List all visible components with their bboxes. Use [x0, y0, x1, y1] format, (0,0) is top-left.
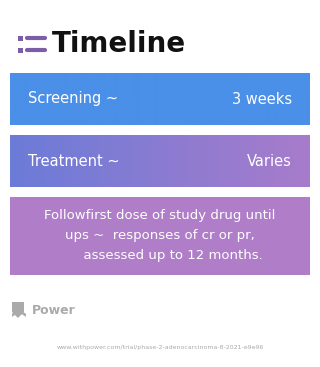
Bar [18, 47, 23, 52]
Text: Timeline: Timeline [52, 30, 186, 58]
Text: Treatment ~: Treatment ~ [28, 153, 120, 168]
Text: Power: Power [32, 304, 76, 316]
Text: Varies: Varies [247, 153, 292, 168]
Text: Followfirst dose of study drug until
ups ~  responses of cr or pr,
      assesse: Followfirst dose of study drug until ups… [44, 210, 276, 262]
Polygon shape [12, 302, 24, 318]
FancyBboxPatch shape [10, 73, 310, 125]
Text: www.withpower.com/trial/phase-2-adenocarcinoma-8-2021-e9e96: www.withpower.com/trial/phase-2-adenocar… [56, 345, 264, 350]
Bar [18, 36, 23, 40]
FancyBboxPatch shape [10, 197, 310, 275]
Text: ❯: ❯ [11, 304, 25, 316]
FancyBboxPatch shape [10, 135, 310, 187]
Text: 3 weeks: 3 weeks [232, 91, 292, 106]
Text: Screening ~: Screening ~ [28, 91, 118, 106]
